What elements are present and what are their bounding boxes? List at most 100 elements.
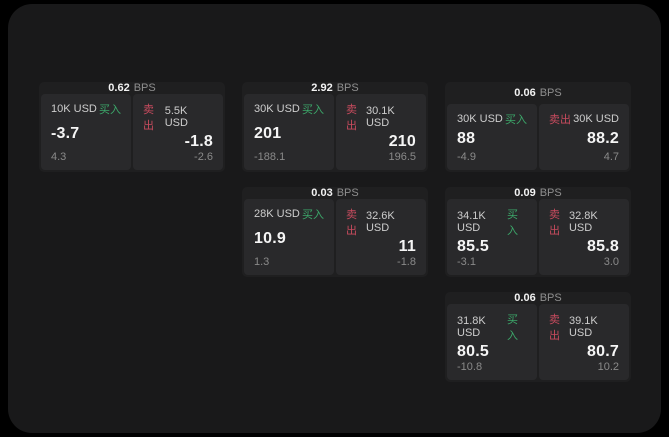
sell-amount: 32.6K USD: [365, 210, 395, 234]
bps-value: 0.06: [514, 292, 536, 304]
card-header: 0.06 BPS: [447, 82, 629, 104]
sell-amount: 39.1K USD: [568, 315, 598, 339]
buy-amount: 10K USD: [51, 103, 97, 115]
buy-price: 85.5: [457, 238, 489, 255]
buy-label: 买入: [99, 104, 121, 116]
buy-sub-value: -188.1: [254, 151, 286, 163]
quote-card: 0.06 BPS 31.8K USD 买入 80.5 -10.8 卖出 39.1…: [445, 292, 631, 382]
buy-tile[interactable]: 34.1K USD 买入 85.5 -3.1: [447, 199, 537, 275]
sell-tile[interactable]: 卖出 5.5K USD -1.8 -2.6: [133, 94, 223, 170]
bps-unit-label: BPS: [336, 187, 359, 199]
buy-sub-value: -3.1: [457, 256, 476, 268]
buy-sub-value: 1.3: [254, 256, 270, 268]
sell-tile[interactable]: 卖出 30.1K USD 210 196.5: [336, 94, 426, 170]
bps-unit-label: BPS: [539, 187, 562, 199]
buy-price: 88: [457, 130, 476, 147]
bps-unit-label: BPS: [539, 292, 562, 304]
bps-value: 0.62: [108, 82, 130, 94]
card-header: 2.92 BPS: [244, 82, 426, 94]
buy-sub-value: 4.3: [51, 151, 67, 163]
buy-tile[interactable]: 28K USD 买入 10.9 1.3: [244, 199, 334, 275]
sell-tile[interactable]: 卖出 39.1K USD 80.7 10.2: [539, 304, 629, 380]
buy-price: 80.5: [457, 343, 489, 360]
buy-amount: 30K USD: [254, 103, 300, 115]
app-window: 0.62 BPS 10K USD 买入 -3.7 4.3 卖出 5.5K USD…: [8, 4, 661, 433]
sell-label: 卖出: [549, 114, 571, 126]
card-header: 0.62 BPS: [41, 82, 223, 94]
sell-amount: 30.1K USD: [365, 105, 395, 129]
buy-sell-panels: 30K USD 买入 201 -188.1 卖出 30.1K USD 210 1…: [244, 94, 426, 170]
buy-tile-header: 34.1K USD 买入: [457, 206, 527, 238]
sell-sub-value: 196.5: [388, 151, 416, 163]
sell-tile-header: 卖出 30.1K USD: [346, 101, 416, 133]
bps-value: 0.03: [311, 187, 333, 199]
bps-value: 0.09: [514, 187, 536, 199]
buy-amount: 28K USD: [254, 208, 300, 220]
bps-value: 0.06: [514, 87, 536, 99]
buy-sub-value: -10.8: [457, 361, 483, 373]
buy-sell-panels: 28K USD 买入 10.9 1.3 卖出 32.6K USD 11 -1.8: [244, 199, 426, 275]
sell-sub-value: -2.6: [194, 151, 213, 163]
sell-price: 85.8: [587, 238, 619, 255]
buy-price: 201: [254, 125, 282, 142]
buy-tile-header: 30K USD 买入: [254, 101, 324, 117]
sell-price: 11: [398, 238, 416, 255]
sell-sub-value: 10.2: [597, 361, 619, 373]
card-header: 0.03 BPS: [244, 187, 426, 199]
buy-tile[interactable]: 31.8K USD 买入 80.5 -10.8: [447, 304, 537, 380]
card-header: 0.06 BPS: [447, 292, 629, 304]
sell-amount: 32.8K USD: [568, 210, 598, 234]
card-header: 0.09 BPS: [447, 187, 629, 199]
sell-price: 88.2: [587, 130, 619, 147]
buy-label: 买入: [302, 104, 324, 116]
bps-unit-label: BPS: [539, 87, 562, 99]
quote-card: 2.92 BPS 30K USD 买入 201 -188.1 卖出 30.1K …: [242, 82, 428, 172]
bps-value: 2.92: [311, 82, 333, 94]
bps-unit-label: BPS: [133, 82, 156, 94]
buy-label: 买入: [507, 209, 519, 237]
sell-tile-header: 卖出 5.5K USD: [143, 101, 213, 133]
sell-sub-value: 3.0: [603, 256, 619, 268]
bps-unit-label: BPS: [336, 82, 359, 94]
buy-amount: 31.8K USD: [457, 315, 486, 339]
sell-price: -1.8: [184, 133, 213, 150]
buy-tile-header: 30K USD 买入: [457, 111, 527, 127]
sell-tile-header: 卖出 32.6K USD: [346, 206, 416, 238]
buy-label: 买入: [505, 114, 527, 126]
quote-cards-grid: 0.62 BPS 10K USD 买入 -3.7 4.3 卖出 5.5K USD…: [39, 82, 631, 382]
buy-sell-panels: 30K USD 买入 88 -4.9 卖出 30K USD 88.2 4.7: [447, 104, 629, 170]
sell-label: 卖出: [143, 104, 154, 132]
buy-sell-panels: 34.1K USD 买入 85.5 -3.1 卖出 32.8K USD 85.8…: [447, 199, 629, 275]
sell-tile[interactable]: 卖出 32.8K USD 85.8 3.0: [539, 199, 629, 275]
quote-card: 0.62 BPS 10K USD 买入 -3.7 4.3 卖出 5.5K USD…: [39, 82, 225, 172]
buy-price: -3.7: [51, 125, 80, 142]
buy-label: 买入: [507, 314, 519, 342]
sell-amount: 5.5K USD: [164, 105, 188, 129]
buy-sell-panels: 10K USD 买入 -3.7 4.3 卖出 5.5K USD -1.8 -2.…: [41, 94, 223, 170]
sell-tile-header: 卖出 39.1K USD: [549, 311, 619, 343]
quote-card: 0.03 BPS 28K USD 买入 10.9 1.3 卖出 32.6K US…: [242, 187, 428, 277]
sell-price: 80.7: [587, 343, 619, 360]
buy-amount: 30K USD: [457, 113, 503, 125]
buy-tile[interactable]: 30K USD 买入 201 -188.1: [244, 94, 334, 170]
buy-sell-panels: 31.8K USD 买入 80.5 -10.8 卖出 39.1K USD 80.…: [447, 304, 629, 380]
sell-label: 卖出: [549, 209, 560, 237]
sell-sub-value: -1.8: [397, 256, 416, 268]
buy-label: 买入: [302, 209, 324, 221]
sell-amount: 30K USD: [573, 113, 619, 125]
buy-tile[interactable]: 10K USD 买入 -3.7 4.3: [41, 94, 131, 170]
sell-tile[interactable]: 卖出 30K USD 88.2 4.7: [539, 104, 629, 170]
buy-tile[interactable]: 30K USD 买入 88 -4.9: [447, 104, 537, 170]
quote-card: 0.06 BPS 30K USD 买入 88 -4.9 卖出 30K USD 8…: [445, 82, 631, 172]
sell-tile[interactable]: 卖出 32.6K USD 11 -1.8: [336, 199, 426, 275]
buy-sub-value: -4.9: [457, 151, 476, 163]
quote-card: 0.09 BPS 34.1K USD 买入 85.5 -3.1 卖出 32.8K…: [445, 187, 631, 277]
sell-price: 210: [388, 133, 416, 150]
buy-price: 10.9: [254, 230, 286, 247]
buy-amount: 34.1K USD: [457, 210, 486, 234]
sell-label: 卖出: [346, 104, 357, 132]
sell-label: 卖出: [549, 314, 560, 342]
buy-tile-header: 31.8K USD 买入: [457, 311, 527, 343]
sell-tile-header: 卖出 32.8K USD: [549, 206, 619, 238]
buy-tile-header: 28K USD 买入: [254, 206, 324, 222]
